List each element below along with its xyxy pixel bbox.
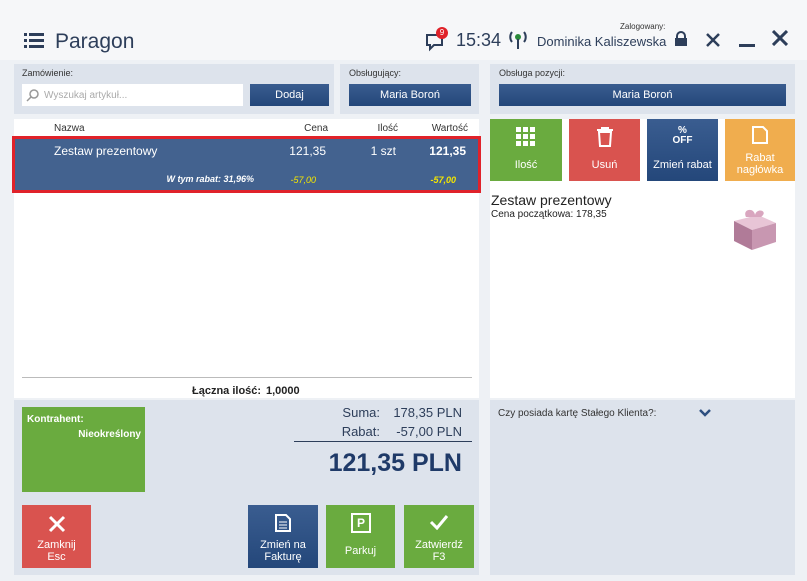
dropdown-icon[interactable]	[698, 408, 712, 418]
confirm-button[interactable]: Zatwierdź F3	[404, 505, 474, 568]
value-discount: -57,00	[430, 175, 456, 185]
button-label: nagłówka	[736, 164, 784, 176]
settings-icon[interactable]	[705, 30, 723, 48]
discount-icon: % OFF	[647, 126, 718, 146]
customer-value: Nieokreślony	[78, 429, 141, 440]
button-label: Rabat	[745, 152, 775, 164]
order-label: Zamówienie:	[22, 68, 74, 78]
button-label: Ilość	[514, 159, 538, 171]
icon-text: %	[678, 125, 687, 136]
title: Paragon	[55, 30, 135, 53]
button-label: Zatwierdź	[415, 539, 463, 551]
change-discount-button[interactable]: Zmień rabat	[647, 119, 718, 181]
item-name: Zestaw prezentowy	[491, 192, 612, 208]
confirm-icon	[429, 515, 449, 530]
user-name: Dominika Kaliszewska	[537, 34, 667, 49]
header	[0, 0, 807, 60]
total-value: 121,35 PLN	[328, 449, 462, 477]
search-placeholder: Wyszukaj artykuł...	[44, 90, 128, 101]
add-button[interactable]: Dodaj	[250, 84, 329, 106]
summary-line	[294, 441, 472, 442]
column-header: Cena	[304, 123, 328, 134]
lock-icon[interactable]	[673, 31, 689, 47]
separator	[22, 377, 472, 378]
connection-icon	[509, 31, 527, 49]
button-shortcut: Esc	[47, 551, 66, 563]
item-value: 121,35	[429, 144, 466, 158]
item-image	[734, 209, 776, 250]
selected-row[interactable]	[12, 136, 481, 193]
sum-value: 178,35 PLN	[393, 405, 462, 420]
time: 15:34	[456, 30, 502, 50]
total-quantity-label: Łączna ilość:	[192, 385, 262, 397]
close-icon[interactable]	[772, 30, 788, 46]
button-label: Fakturę	[264, 551, 302, 563]
park-button[interactable]: Parkuj	[326, 505, 395, 568]
price-discount: -57,00	[290, 175, 316, 185]
quantity-icon	[516, 127, 535, 146]
item-price: Cena początkowa: 178,35	[491, 209, 607, 220]
discount-value: -57,00 PLN	[396, 424, 462, 439]
park-icon: P	[351, 513, 371, 533]
loyalty-question: Czy posiada kartę Stałego Klienta?:	[498, 408, 657, 419]
minimize-icon[interactable]	[739, 30, 755, 48]
logged-label: Zalogowany:	[620, 22, 666, 31]
total-quantity: 1,0000	[266, 385, 300, 397]
invoice-icon	[275, 514, 291, 532]
icon-text: OFF	[672, 135, 693, 146]
discount-label: W tym rabat: 31,96%	[166, 174, 254, 184]
delete-icon	[597, 127, 613, 147]
item-price: 121,35	[289, 144, 326, 158]
close-button[interactable]: Zamknij Esc	[22, 505, 91, 568]
button-label: Usuń	[591, 159, 618, 171]
search-icon	[26, 89, 39, 102]
sum-label: Suma:	[342, 405, 380, 420]
notification-count: 9	[439, 28, 445, 37]
close-icon	[48, 515, 66, 533]
button-label: Zamknij	[37, 539, 76, 551]
header-discount-icon	[752, 126, 768, 144]
column-header: Ilość	[377, 123, 398, 134]
loyalty-panel	[490, 400, 795, 575]
item-quantity: 1 szt	[370, 144, 396, 158]
button-label: Zmień na	[260, 539, 306, 551]
discount-label: Rabat:	[341, 424, 380, 439]
customer-tile[interactable]	[22, 407, 145, 492]
served-label: Obsługujący:	[349, 68, 402, 78]
notifications-icon[interactable]	[424, 26, 450, 52]
customer-label: Kontrahent:	[27, 414, 84, 425]
header-discount-button[interactable]: Rabat nagłówka	[725, 119, 795, 181]
served-button[interactable]: Maria Boroń	[349, 84, 471, 106]
search-input[interactable]	[22, 84, 243, 106]
column-header: Nazwa	[54, 123, 85, 134]
button-shortcut: F3	[432, 551, 446, 563]
item-name: Zestaw prezentowy	[54, 144, 158, 158]
menu-icon[interactable]	[24, 32, 44, 48]
column-header: Wartość	[431, 123, 468, 134]
position-label: Obsługa pozycji:	[499, 68, 566, 78]
position-served-button[interactable]: Maria Boroń	[499, 84, 786, 106]
invoice-button[interactable]: Zmień na Fakturę	[248, 505, 318, 568]
button-label: Parkuj	[344, 545, 377, 557]
button-label: Zmień rabat	[653, 159, 712, 171]
